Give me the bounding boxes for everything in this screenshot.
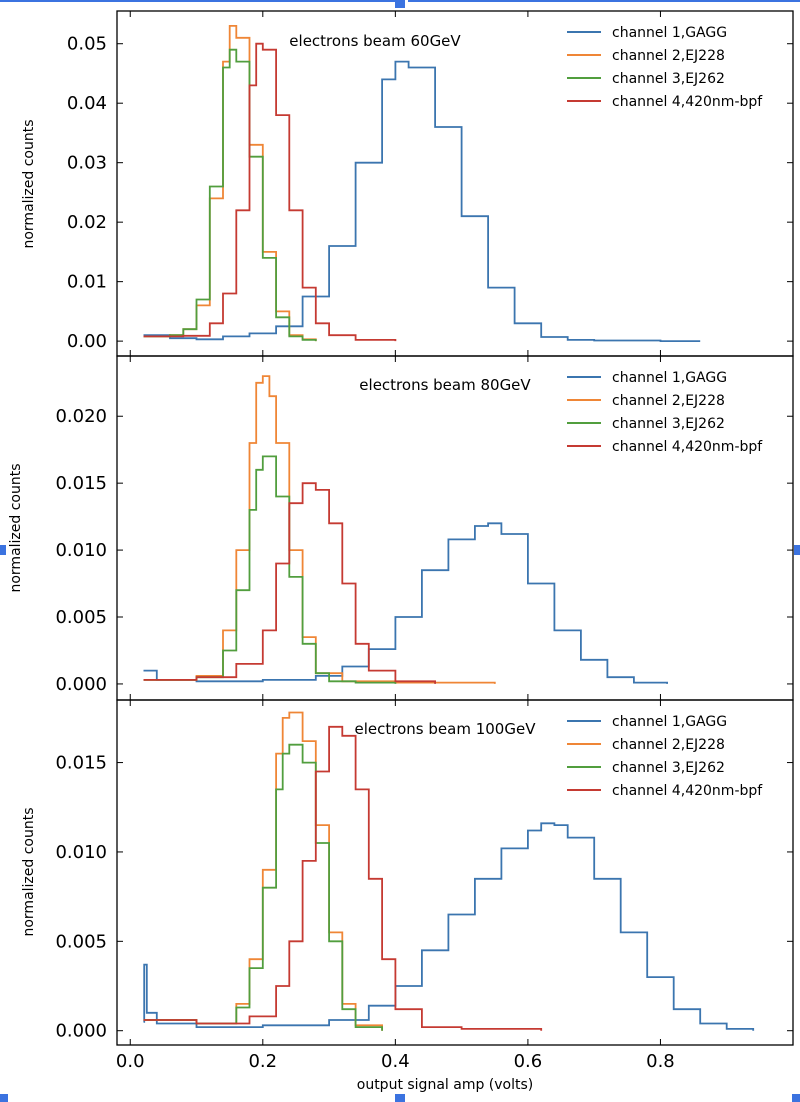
x-axis: 0.0 0.2 0.4 0.6 0.8 xyxy=(116,1051,675,1072)
y-tick-label: 0.000 xyxy=(55,674,107,695)
series-line-2 xyxy=(143,375,496,684)
y-tick-label: 0.02 xyxy=(67,212,107,233)
y-axis-label: normalized counts xyxy=(21,807,37,936)
panel-title: electrons beam 60GeV xyxy=(289,32,461,50)
chart-panel-1: 0.00 0.01 0.02 0.03 0.04 0.05 normalized count… xyxy=(21,10,794,357)
legend-label-1: channel 1,GAGG xyxy=(612,370,727,386)
selection-handle-left[interactable] xyxy=(0,545,6,555)
x-tick-label: 0.2 xyxy=(248,1051,277,1072)
legend-label-1: channel 1,GAGG xyxy=(612,25,727,41)
x-tick-label: 0.0 xyxy=(116,1051,145,1072)
y-axis-label: normalized counts xyxy=(21,119,37,248)
series-line-1 xyxy=(143,522,668,684)
panel-title: electrons beam 100GeV xyxy=(355,720,537,738)
selection-handle-right[interactable] xyxy=(794,545,800,555)
chart-panel-3: 0.000 0.005 0.010 0.015 normalized counts ele… xyxy=(21,699,794,1046)
selection-handle-bottom-right[interactable] xyxy=(792,1094,800,1102)
x-tick-label: 0.4 xyxy=(381,1051,410,1072)
selection-handle-top[interactable] xyxy=(395,0,405,8)
legend-label-4: channel 4,420nm-bpf xyxy=(612,783,763,799)
y-tick-label: 0.010 xyxy=(55,842,107,863)
series-group xyxy=(143,375,668,684)
series-line-3 xyxy=(143,48,317,342)
y-tick-label: 0.04 xyxy=(67,93,107,114)
panel-frame xyxy=(116,699,794,1046)
y-tick-label: 0.020 xyxy=(55,406,107,427)
series-line-3 xyxy=(143,455,397,684)
panel-title: electrons beam 80GeV xyxy=(359,376,531,394)
selection-handle-bottom[interactable] xyxy=(395,1094,405,1102)
y-tick-label: 0.005 xyxy=(55,931,107,952)
chart-panel-2: 0.000 0.005 0.010 0.015 0.020 normalized coun… xyxy=(8,355,794,701)
series-line-1 xyxy=(143,822,755,1031)
y-tick-label: 0.03 xyxy=(67,153,107,174)
series-line-1 xyxy=(143,60,701,342)
y-tick-label: 0.000 xyxy=(55,1021,107,1042)
y-tick-label: 0.010 xyxy=(55,540,107,561)
legend-label-3: channel 3,EJ262 xyxy=(612,760,725,776)
series-group xyxy=(143,711,755,1031)
y-tick-label: 0.005 xyxy=(55,607,107,628)
series-line-2 xyxy=(143,711,383,1031)
selection-edge-top-right xyxy=(408,0,800,2)
legend-label-3: channel 3,EJ262 xyxy=(612,416,725,432)
y-tick-label: 0.05 xyxy=(67,34,107,55)
y-tick-label: 0.015 xyxy=(55,473,107,494)
series-group xyxy=(143,25,701,342)
series-line-4 xyxy=(143,725,543,1031)
x-axis-label: output signal amp (volts) xyxy=(357,1077,534,1093)
y-tick-label: 0.015 xyxy=(55,753,107,774)
y-tick-label: 0.00 xyxy=(67,331,107,352)
series-line-4 xyxy=(143,42,397,342)
legend-label-2: channel 2,EJ228 xyxy=(612,48,725,64)
series-line-3 xyxy=(143,743,383,1031)
series-line-4 xyxy=(143,482,436,684)
legend-label-4: channel 4,420nm-bpf xyxy=(612,94,763,110)
selection-handle-bottom-left[interactable] xyxy=(0,1094,8,1102)
legend-label-4: channel 4,420nm-bpf xyxy=(612,439,763,455)
x-tick-label: 0.8 xyxy=(646,1051,675,1072)
y-axis-label: normalized counts xyxy=(8,463,24,592)
selection-edge-top-left xyxy=(0,0,395,2)
legend-label-2: channel 2,EJ228 xyxy=(612,393,725,409)
legend-label-1: channel 1,GAGG xyxy=(612,714,727,730)
y-tick-label: 0.01 xyxy=(67,272,107,293)
legend-label-3: channel 3,EJ262 xyxy=(612,71,725,87)
x-tick-label: 0.6 xyxy=(514,1051,543,1072)
legend-label-2: channel 2,EJ228 xyxy=(612,737,725,753)
